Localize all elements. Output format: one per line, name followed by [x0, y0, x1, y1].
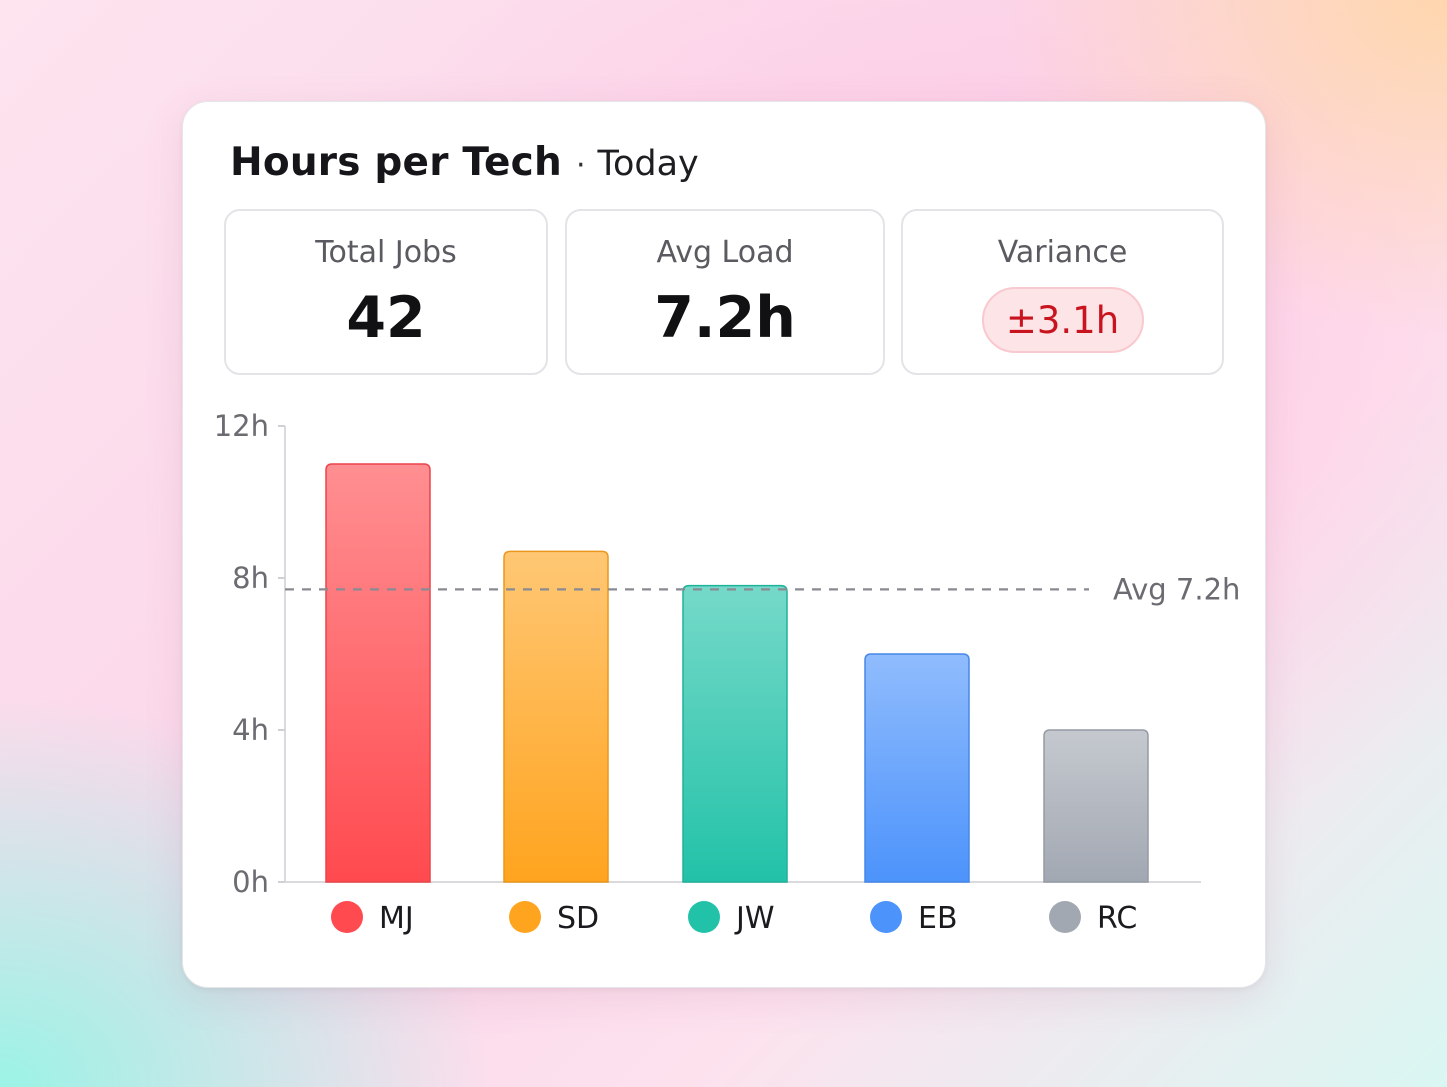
- legend-dot-sd: [509, 901, 541, 933]
- bar-eb: [864, 653, 970, 883]
- x-category-label: EB: [918, 901, 958, 936]
- y-tick-label: 8h: [232, 561, 269, 595]
- stat-value: 7.2h: [654, 285, 796, 351]
- x-category-label: MJ: [379, 901, 414, 936]
- x-category-label: JW: [734, 901, 775, 936]
- card-title-text: Hours per Tech: [230, 140, 562, 185]
- card-title: Hours per Tech · Today: [230, 140, 699, 186]
- stat-label: Avg Load: [656, 235, 794, 270]
- average-label: Avg 7.2h: [1113, 572, 1240, 606]
- stat-avg-load: Avg Load 7.2h: [565, 209, 885, 375]
- hours-per-tech-card: Hours per Tech · Today Total Jobs 42 Avg…: [182, 101, 1266, 988]
- bar-jw: [682, 584, 788, 883]
- y-tick-label: 12h: [214, 409, 269, 443]
- variance-badge: ±3.1h: [981, 287, 1144, 353]
- card-period: Today: [597, 144, 699, 184]
- y-tick-label: 4h: [232, 713, 269, 747]
- stat-label: Total Jobs: [315, 235, 457, 270]
- bar-mj: [325, 463, 431, 883]
- legend-dot-eb: [870, 901, 902, 933]
- stat-label: Variance: [997, 235, 1128, 270]
- legend-dot-mj: [331, 901, 363, 933]
- y-tick-label: 0h: [232, 865, 269, 899]
- x-category-label: SD: [557, 901, 599, 936]
- bar-chart: 0h 4h 8h 12h Avg 7.2h MJ SD JW EB RC: [214, 409, 1241, 936]
- bar-sd: [503, 550, 609, 883]
- bar-rc: [1043, 729, 1149, 883]
- stat-value: 42: [346, 285, 426, 351]
- stat-variance: Variance ±3.1h: [901, 209, 1224, 375]
- legend-dot-jw: [688, 901, 720, 933]
- legend-dot-rc: [1049, 901, 1081, 933]
- stat-total-jobs: Total Jobs 42: [224, 209, 548, 375]
- title-separator: ·: [575, 148, 586, 183]
- x-category-label: RC: [1097, 901, 1137, 936]
